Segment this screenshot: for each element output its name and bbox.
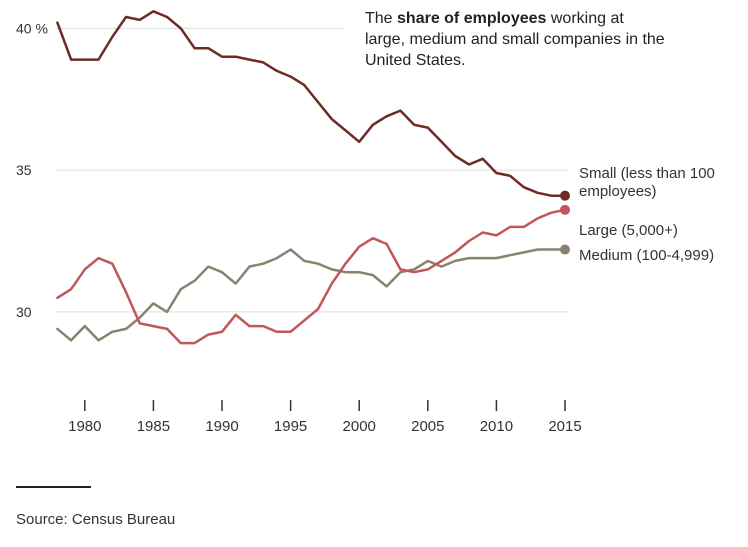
title-suffix: working at large, medium and small compa… <box>365 10 665 69</box>
series-end-marker-small <box>560 190 570 201</box>
x-tick-label-1980: 1980 <box>68 418 101 435</box>
x-tick-label-1990: 1990 <box>205 418 238 435</box>
chart-title: The share of employees working at large,… <box>365 8 665 71</box>
source-note: Source: Census Bureau <box>16 511 176 528</box>
series-line-large <box>56 208 567 345</box>
series-line-medium <box>56 248 567 342</box>
x-tick-label-1985: 1985 <box>137 418 170 435</box>
series-label-medium: Medium (100-4,999) <box>579 247 714 264</box>
series-end-marker-medium <box>560 244 570 255</box>
title-bold: share of employees <box>397 10 547 27</box>
y-tick-label-30: 30 <box>16 304 32 320</box>
x-tick-label-2015: 2015 <box>548 418 581 435</box>
series-label-small-line-1: Small (less than 100 <box>579 165 715 182</box>
series-label-small-line-2: employees) <box>579 183 657 200</box>
series-label-large: Large (5,000+) <box>579 222 678 239</box>
series-line-small <box>56 10 567 197</box>
y-tick-label-35: 35 <box>16 162 32 178</box>
x-tick-label-2000: 2000 <box>343 418 376 435</box>
source-divider <box>16 486 91 488</box>
series-end-marker-large <box>560 204 570 215</box>
x-tick-label-2010: 2010 <box>480 418 513 435</box>
x-tick-label-1995: 1995 <box>274 418 307 435</box>
title-prefix: The <box>365 10 398 27</box>
y-tick-label-40: 40 % <box>16 20 48 36</box>
x-tick-label-2005: 2005 <box>411 418 444 435</box>
